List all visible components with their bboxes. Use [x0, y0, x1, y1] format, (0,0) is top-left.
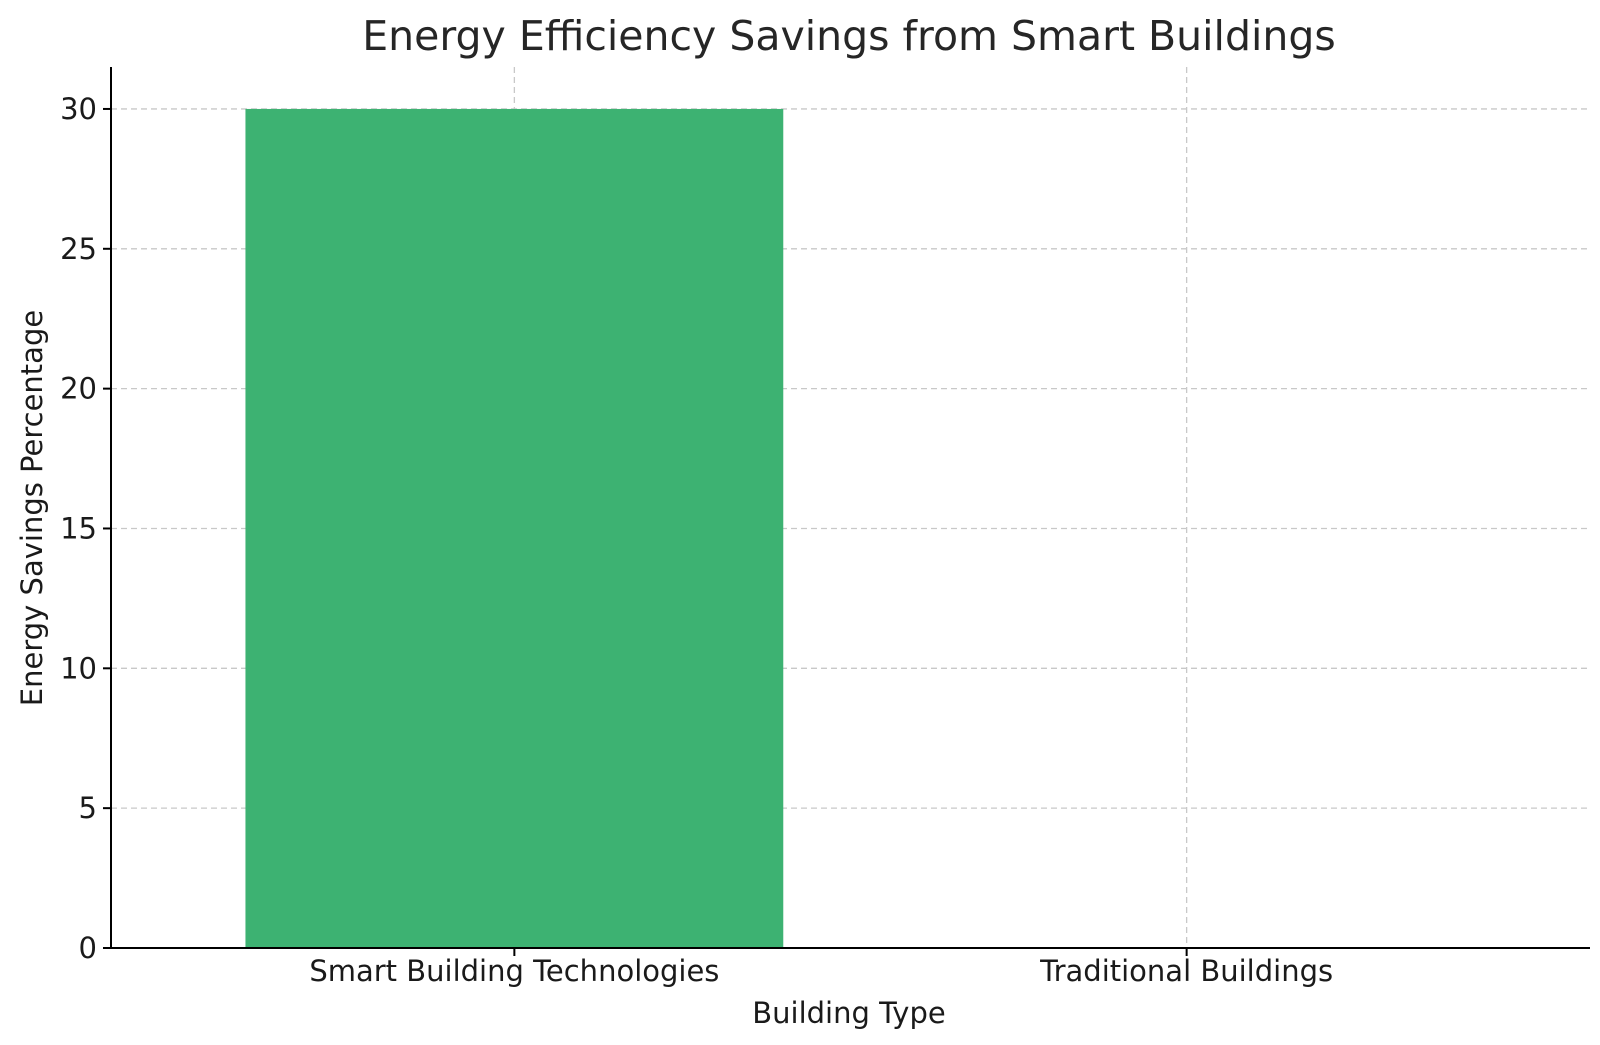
chart-title: Energy Efficiency Savings from Smart Bui…	[362, 12, 1336, 60]
bars	[245, 108, 784, 948]
x-tick-label: Smart Building Technologies	[309, 954, 719, 988]
bar	[245, 108, 784, 948]
x-ticks: Smart Building Technologies Traditional B…	[309, 948, 1333, 988]
y-tick-label: 0	[79, 931, 97, 965]
y-tick-label: 15	[60, 511, 97, 545]
y-tick-label: 10	[60, 651, 97, 685]
y-ticks: 0 5 10 15 20 25 30	[60, 92, 111, 965]
x-tick-label: Traditional Buildings	[1039, 954, 1333, 988]
axes	[110, 67, 1590, 949]
y-tick-label: 20	[60, 372, 97, 406]
y-tick-label: 25	[60, 232, 97, 266]
y-tick-label: 5	[79, 791, 97, 825]
x-axis-label: Building Type	[752, 996, 945, 1030]
y-axis-label: Energy Savings Percentage	[15, 310, 49, 706]
y-tick-label: 30	[60, 92, 97, 126]
